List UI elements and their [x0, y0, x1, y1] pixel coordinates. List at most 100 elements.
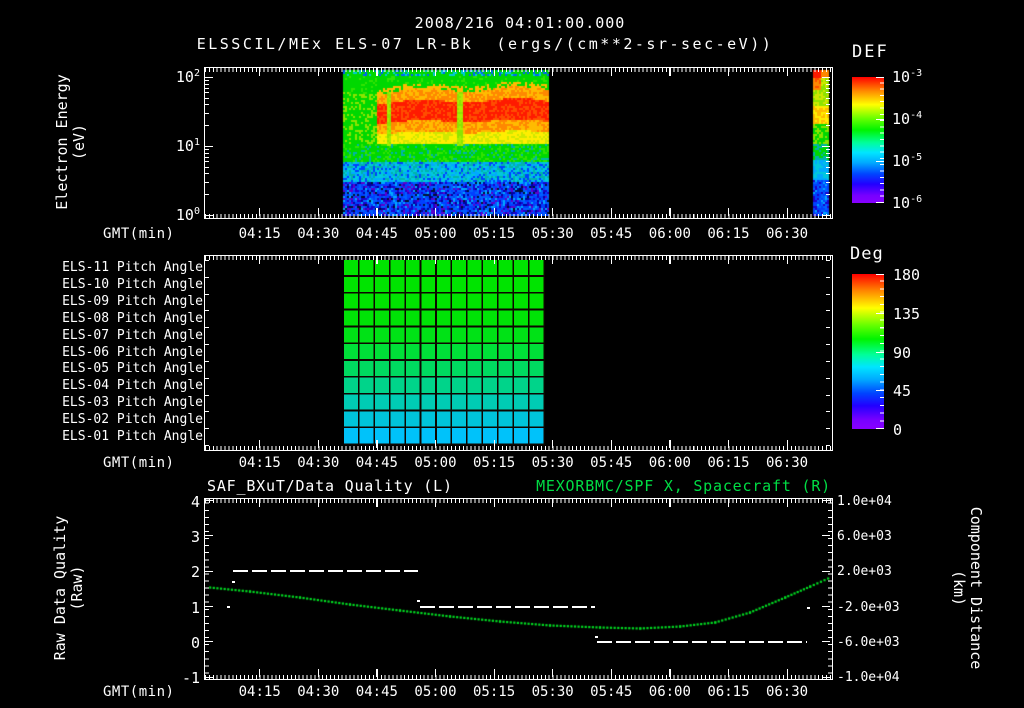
pitch-row-label: ELS-01 Pitch Angle: [62, 428, 203, 444]
y-minor-tick: [205, 149, 209, 151]
y-minor-tick: [205, 173, 209, 175]
quality-transition-dot: [594, 636, 598, 639]
def-colorbar-major-tick: [876, 77, 884, 79]
pitch-row-label: ELS-09 Pitch Angle: [62, 294, 203, 310]
x-major-tick: [434, 68, 437, 76]
y-minor-tick: [826, 97, 830, 99]
x-tick-label: 06:00: [648, 226, 691, 242]
x-tick-label: 06:15: [707, 455, 750, 471]
x-tick-label: 04:15: [238, 684, 281, 700]
deg-cbtick-label: 90: [893, 343, 912, 362]
distance-ytick-label: -1.0e+04: [837, 670, 900, 686]
x-major-tick: [552, 669, 554, 677]
y-minor-tick: [205, 394, 209, 396]
y-minor-ticks-left: [205, 499, 209, 679]
x-tick-label: 05:30: [531, 684, 574, 700]
y-minor-tick: [826, 182, 830, 184]
x-major-tick: [552, 499, 554, 507]
x-tick-label: 05:30: [531, 455, 574, 471]
x-major-tick: [434, 499, 437, 507]
y-major-tick: [822, 570, 830, 572]
y-major-tick: [822, 214, 830, 216]
x-tick-label: 05:00: [414, 684, 457, 700]
y-minor-tick: [205, 377, 209, 379]
y-minor-tick: [205, 411, 209, 413]
x-tick-label: 05:45: [590, 226, 633, 242]
y-minor-tick: [826, 428, 830, 430]
x-major-tick: [669, 499, 671, 507]
y-minor-tick: [205, 428, 209, 430]
x-major-tick: [669, 669, 671, 677]
x-major-tick: [610, 68, 612, 76]
x-major-tick: [786, 499, 788, 507]
deg-colorbar-major-tick: [876, 274, 884, 276]
y-major-tick: [822, 641, 830, 643]
pitch-row-label: ELS-07 Pitch Angle: [62, 327, 203, 343]
x-major-tick: [317, 669, 319, 677]
y-minor-tick: [826, 194, 830, 196]
x-tick-label: 05:45: [590, 455, 633, 471]
x-tick-label: 04:45: [355, 455, 398, 471]
y-minor-tick: [205, 260, 209, 261]
y-minor-tick: [205, 276, 209, 278]
y-major-tick: [205, 145, 213, 147]
x-tick-label: 04:15: [238, 226, 281, 242]
x-tick-label: 06:30: [765, 226, 809, 242]
distance-ytick-label: 1.0e+04: [837, 493, 892, 509]
x-major-tick: [259, 499, 261, 507]
page-title: 2008/216 04:01:00.000: [414, 14, 626, 32]
y-minor-tick: [826, 173, 830, 175]
quality-transition-dot: [227, 605, 231, 608]
deg-cbtick-label: 180: [893, 266, 921, 284]
y-minor-tick: [826, 344, 830, 346]
y-major-tick: [205, 641, 213, 643]
x-tick-label: 05:00: [414, 455, 457, 471]
energy-ytick-100: 102: [175, 68, 200, 86]
x-minor-ticks-bottom: [205, 214, 832, 218]
spacecraft-title: MEXORBMC/SPF X, Spacecraft (R): [536, 477, 831, 495]
y-minor-tick: [205, 293, 209, 295]
x-major-tick: [610, 499, 612, 507]
x-major-tick: [493, 256, 495, 264]
y-major-tick: [205, 535, 213, 537]
distance-ytick-label: 6.0e+03: [837, 528, 892, 544]
x-major-tick: [493, 669, 495, 677]
x-major-tick: [493, 440, 495, 448]
x-major-tick: [610, 440, 612, 448]
pitch-row-label: ELS-06 Pitch Angle: [62, 344, 203, 360]
deg-cbtick-label: 45: [893, 382, 912, 401]
pitch-angle-grid: [344, 260, 545, 445]
y-major-tick: [205, 499, 213, 502]
y-minor-tick: [205, 344, 209, 346]
quality-transition-dot: [416, 600, 420, 603]
quality-segment: [596, 640, 807, 643]
quality-ytick-label: 2: [190, 563, 200, 582]
x-major-tick: [786, 208, 788, 216]
y-minor-tick: [205, 327, 209, 329]
def-colorbar-major-tick: [876, 161, 884, 163]
y-minor-tick: [826, 360, 830, 362]
x-major-tick: [317, 208, 319, 216]
y-minor-tick: [205, 80, 209, 82]
pitch-row-label: ELS-11 Pitch Angle: [62, 260, 203, 276]
deg-cbtick-label: 0: [893, 421, 903, 439]
quality-ytick-label: -1: [181, 669, 200, 688]
spacecraft-curve-canvas: [205, 499, 830, 677]
deg-colorbar-major-tick: [876, 351, 884, 353]
x-major-tick: [786, 440, 788, 448]
def-cbtick-1e-4: 10-4: [892, 110, 923, 128]
y-major-tick: [822, 145, 830, 147]
x-major-tick: [317, 499, 319, 507]
y-minor-tick: [205, 125, 209, 127]
quality-segment: [233, 570, 418, 573]
x-major-tick: [727, 256, 730, 264]
energy-spectrogram-canvas: [205, 68, 830, 216]
pitch-row-label: ELS-03 Pitch Angle: [62, 394, 203, 410]
x-major-tick: [259, 440, 261, 448]
deg-colorbar-major-tick: [876, 390, 884, 392]
pitch-row-label: ELS-04 Pitch Angle: [62, 378, 203, 394]
x-major-tick: [727, 440, 730, 448]
pitch-row-label: ELS-05 Pitch Angle: [62, 361, 203, 377]
y-minor-tick: [826, 156, 830, 158]
x-tick-label: 05:15: [472, 226, 516, 242]
